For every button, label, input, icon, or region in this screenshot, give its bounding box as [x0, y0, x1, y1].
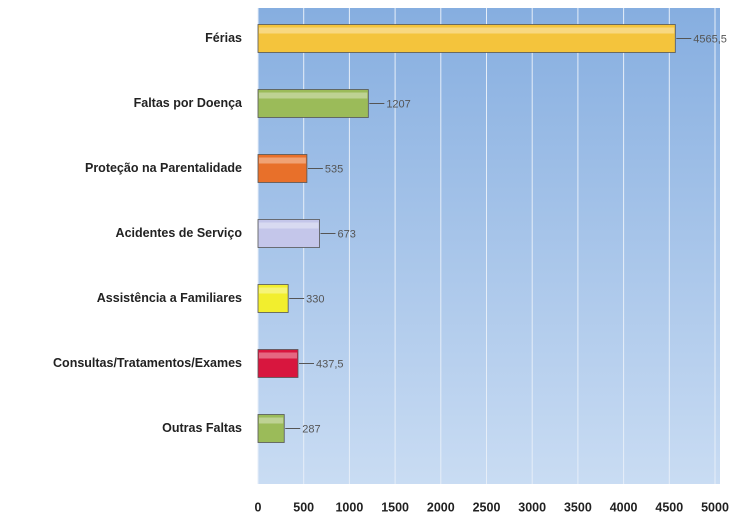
- bar-highlight: [259, 287, 288, 294]
- x-tick-label: 2000: [427, 500, 455, 514]
- bar: [257, 414, 285, 443]
- data-label: 535: [325, 163, 343, 175]
- bar: [257, 284, 289, 313]
- category-label: Proteção na Parentalidade: [85, 161, 242, 175]
- x-tick-label: 2500: [473, 500, 501, 514]
- data-label: 4565,5: [693, 33, 727, 45]
- category-label: Assistência a Familiares: [97, 291, 242, 305]
- bar-highlight: [259, 157, 306, 164]
- category-label: Acidentes de Serviço: [116, 226, 243, 240]
- plot-area: [258, 8, 720, 484]
- data-label: 287: [302, 423, 320, 435]
- x-tick-label: 500: [293, 500, 314, 514]
- x-tick-label: 4000: [610, 500, 638, 514]
- category-label: Faltas por Doença: [134, 96, 243, 110]
- bar-highlight: [259, 352, 297, 359]
- x-tick-label: 1000: [335, 500, 363, 514]
- bar-highlight: [259, 417, 284, 424]
- x-tick-label: 1500: [381, 500, 409, 514]
- category-label: Férias: [205, 31, 242, 45]
- bar: [257, 219, 320, 248]
- bar-highlight: [259, 222, 319, 229]
- category-label: Outras Faltas: [162, 421, 242, 435]
- bar: [257, 349, 299, 378]
- bar: [257, 24, 676, 53]
- bar-highlight: [259, 92, 368, 99]
- x-tick-label: 5000: [701, 500, 729, 514]
- data-label: 437,5: [316, 358, 344, 370]
- bar-highlight: [259, 27, 675, 34]
- x-tick-label: 3000: [518, 500, 546, 514]
- bar: [257, 89, 369, 118]
- x-tick-label: 3500: [564, 500, 592, 514]
- x-tick-label: 4500: [655, 500, 683, 514]
- data-label: 1207: [386, 98, 410, 110]
- data-label: 673: [338, 228, 356, 240]
- data-label: 330: [306, 293, 324, 305]
- category-label: Consultas/Tratamentos/Exames: [53, 356, 242, 370]
- bar: [257, 154, 308, 183]
- x-tick-label: 0: [255, 500, 262, 514]
